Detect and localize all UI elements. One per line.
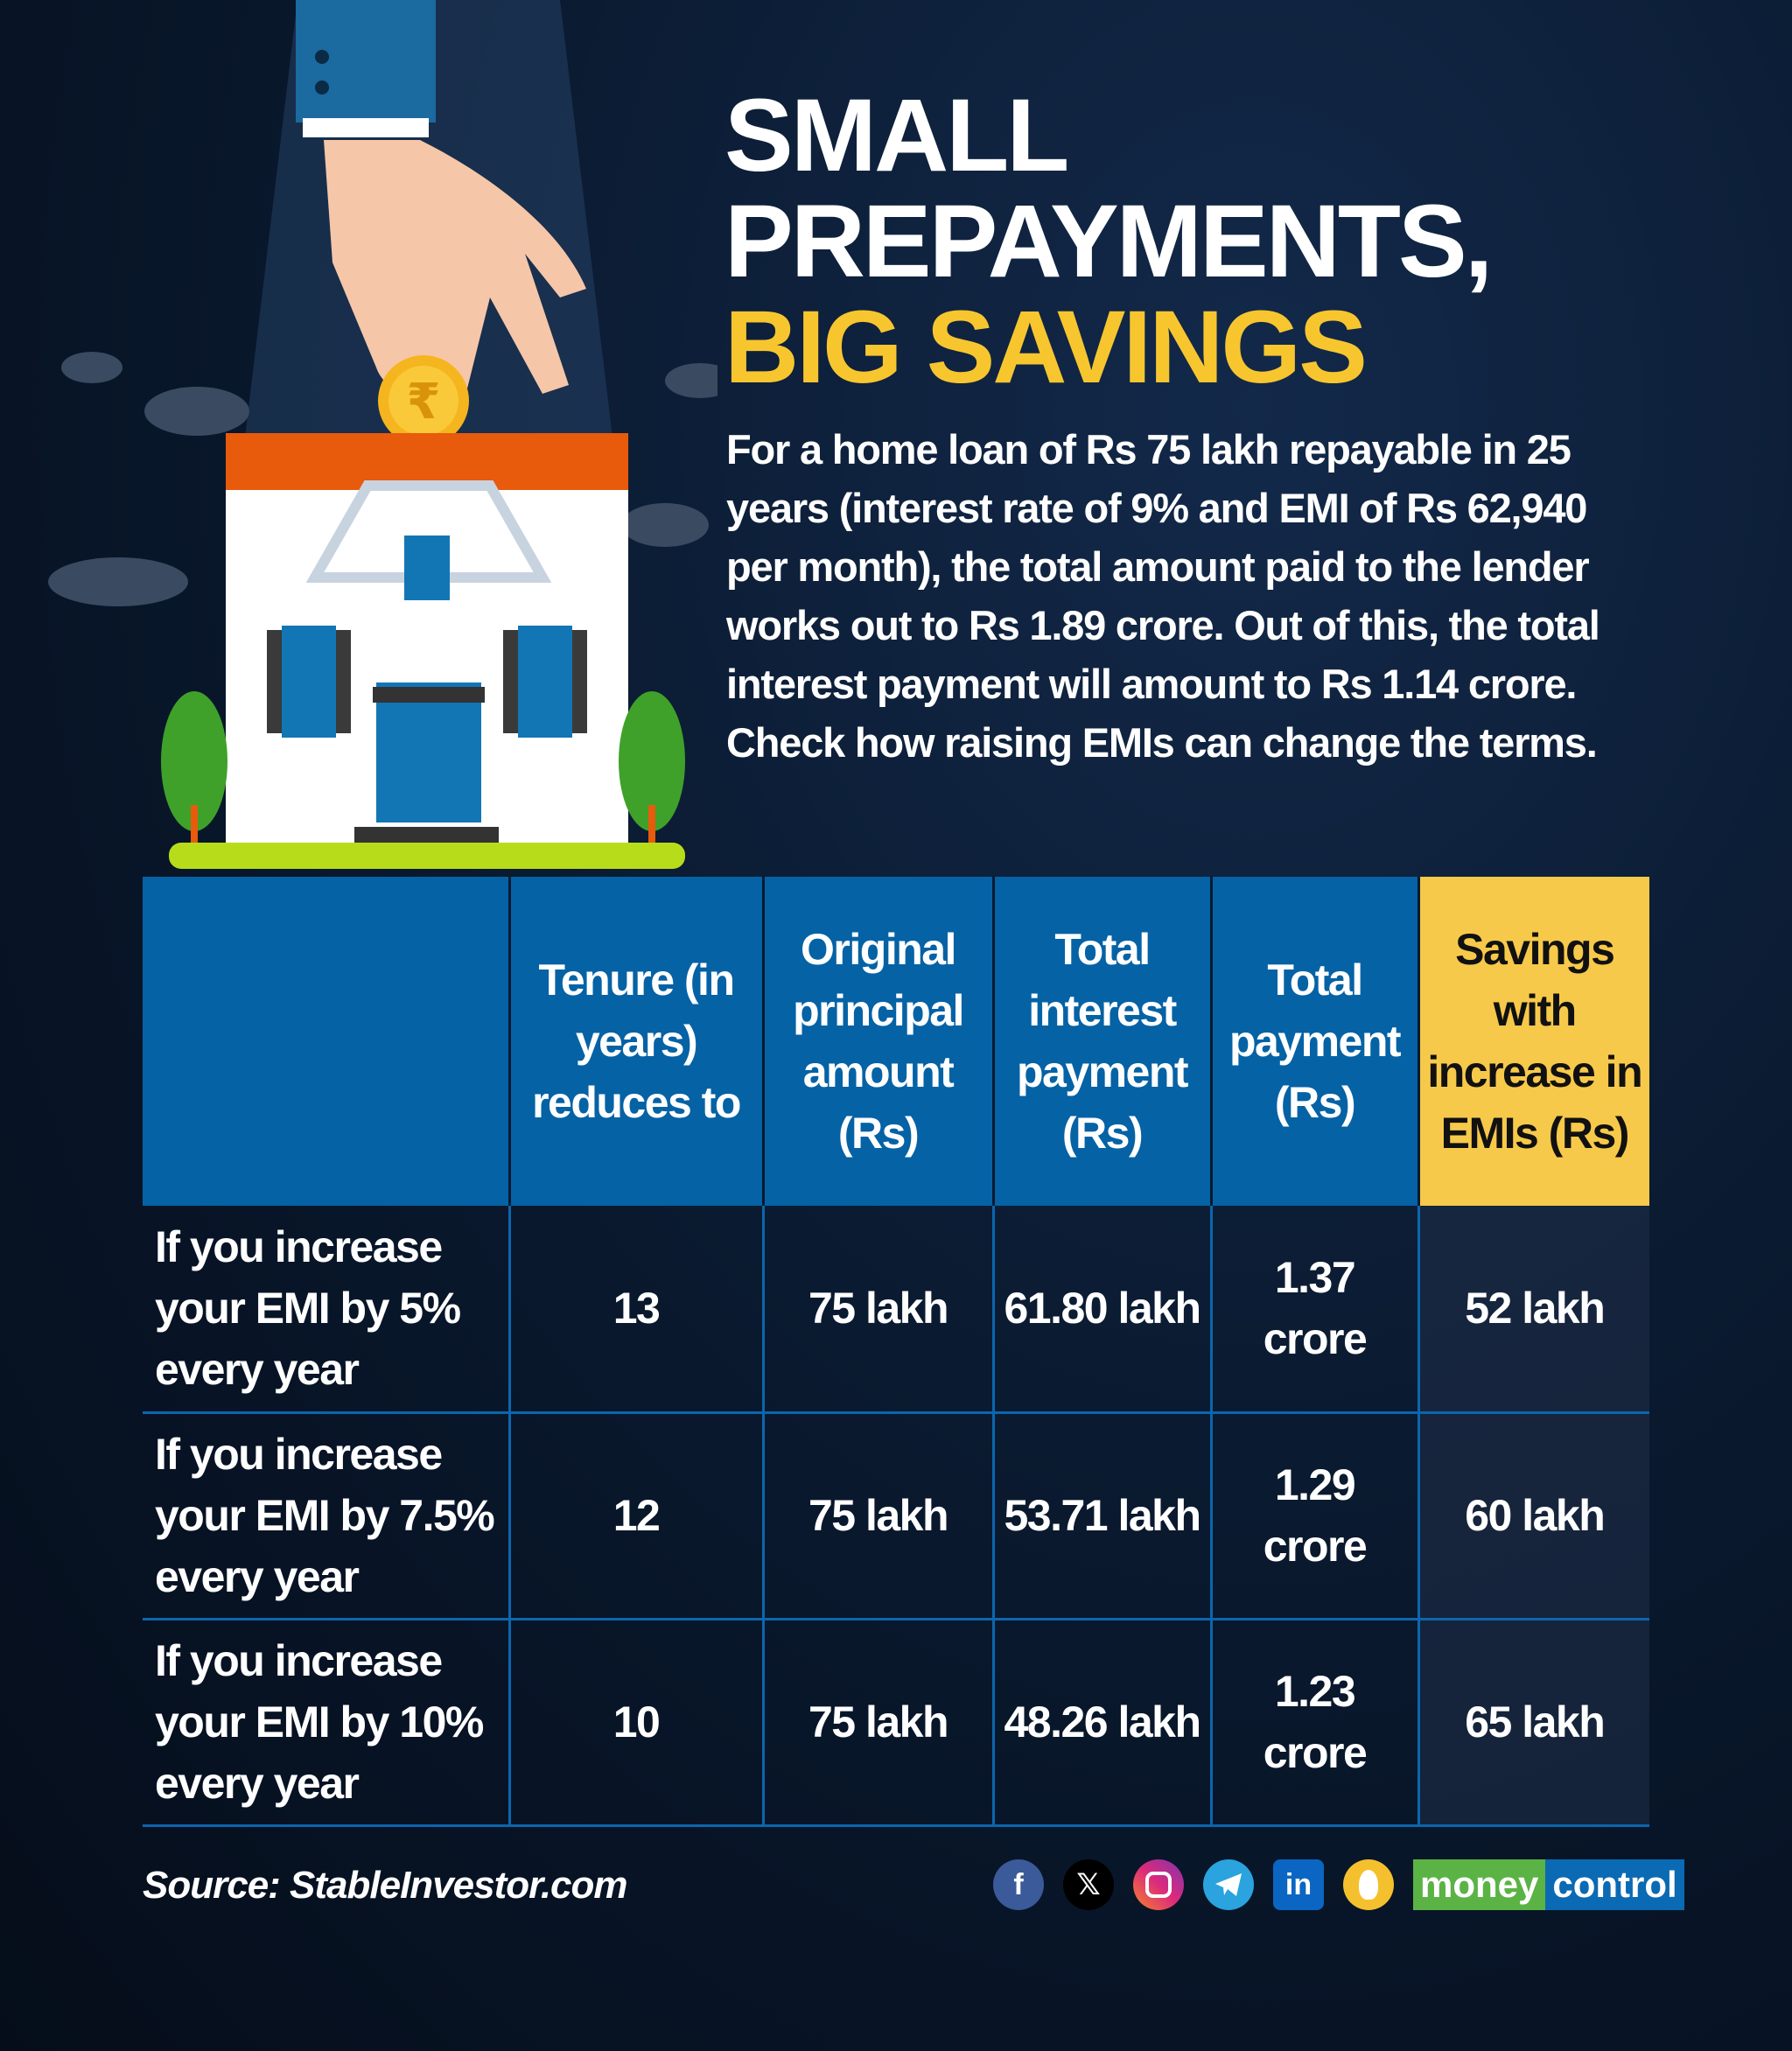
cell-total: 1.37 crore <box>1209 1206 1418 1414</box>
table-row: If you increase your EMI by 10% every ye… <box>143 1619 1649 1827</box>
clouds <box>48 352 718 606</box>
table-row: If you increase your EMI by 5% every yea… <box>143 1206 1649 1414</box>
house-illustration: ₹ <box>48 0 718 869</box>
cell-interest: 61.80 lakh <box>991 1206 1211 1414</box>
brand-part-1: money <box>1413 1859 1546 1910</box>
intro-paragraph: For a home loan of Rs 75 lakh repayable … <box>726 426 1600 766</box>
table-header: Tenure (in years) reduces to Original pr… <box>143 877 1649 1206</box>
header-blank <box>143 877 509 1206</box>
title-line-3: BIG SAVINGS <box>724 290 1368 405</box>
cell-principal: 75 lakh <box>761 1206 993 1414</box>
header-savings: Savings with increase in EMIs (Rs) <box>1417 877 1649 1206</box>
row-label: If you increase your EMI by 10% every ye… <box>143 1619 509 1827</box>
header-interest: Total interest payment (Rs) <box>991 877 1211 1206</box>
source-note: Source: StableInvestor.com <box>143 1864 628 1907</box>
facebook-icon[interactable]: f <box>993 1859 1044 1910</box>
cell-principal: 75 lakh <box>761 1619 993 1827</box>
cell-tenure: 10 <box>508 1619 763 1827</box>
cell-total: 1.29 crore <box>1209 1412 1418 1620</box>
cell-principal: 75 lakh <box>761 1412 993 1620</box>
header-tenure: Tenure (in years) reduces to <box>508 877 763 1206</box>
page-title: SMALL PREPAYMENTS, BIG SAVINGS <box>724 78 1493 405</box>
cell-interest: 53.71 lakh <box>991 1412 1211 1620</box>
cell-savings: 60 lakh <box>1417 1412 1649 1620</box>
telegram-icon[interactable] <box>1203 1859 1254 1910</box>
moneycontrol-logo[interactable]: money control <box>1413 1859 1684 1910</box>
cell-total: 1.23 crore <box>1209 1619 1418 1827</box>
koo-icon[interactable] <box>1343 1859 1394 1910</box>
cell-tenure: 13 <box>508 1206 763 1414</box>
linkedin-icon[interactable]: in <box>1273 1859 1324 1910</box>
cell-interest: 48.26 lakh <box>991 1619 1211 1827</box>
row-label: If you increase your EMI by 7.5% every y… <box>143 1412 509 1620</box>
brand-part-2: control <box>1545 1859 1684 1910</box>
table-row: If you increase your EMI by 7.5% every y… <box>143 1412 1649 1620</box>
cell-savings: 52 lakh <box>1417 1206 1649 1414</box>
instagram-icon[interactable] <box>1133 1859 1184 1910</box>
header-principal: Original principal amount (Rs) <box>761 877 993 1206</box>
title-line-2: PREPAYMENTS, <box>724 184 1493 299</box>
hand <box>324 140 586 405</box>
header-total: Total payment (Rs) <box>1209 877 1418 1206</box>
svg-text:₹: ₹ <box>407 374 441 430</box>
cell-savings: 65 lakh <box>1417 1619 1649 1827</box>
cell-tenure: 12 <box>508 1412 763 1620</box>
savings-table: Tenure (in years) reduces to Original pr… <box>143 877 1649 1827</box>
x-icon[interactable]: 𝕏 <box>1063 1859 1114 1910</box>
title-line-1: SMALL <box>724 78 1069 193</box>
row-label: If you increase your EMI by 5% every yea… <box>143 1206 509 1414</box>
social-links: f 𝕏 in money control <box>993 1859 1684 1910</box>
grass <box>169 843 685 869</box>
coin-icon: ₹ <box>378 355 469 446</box>
